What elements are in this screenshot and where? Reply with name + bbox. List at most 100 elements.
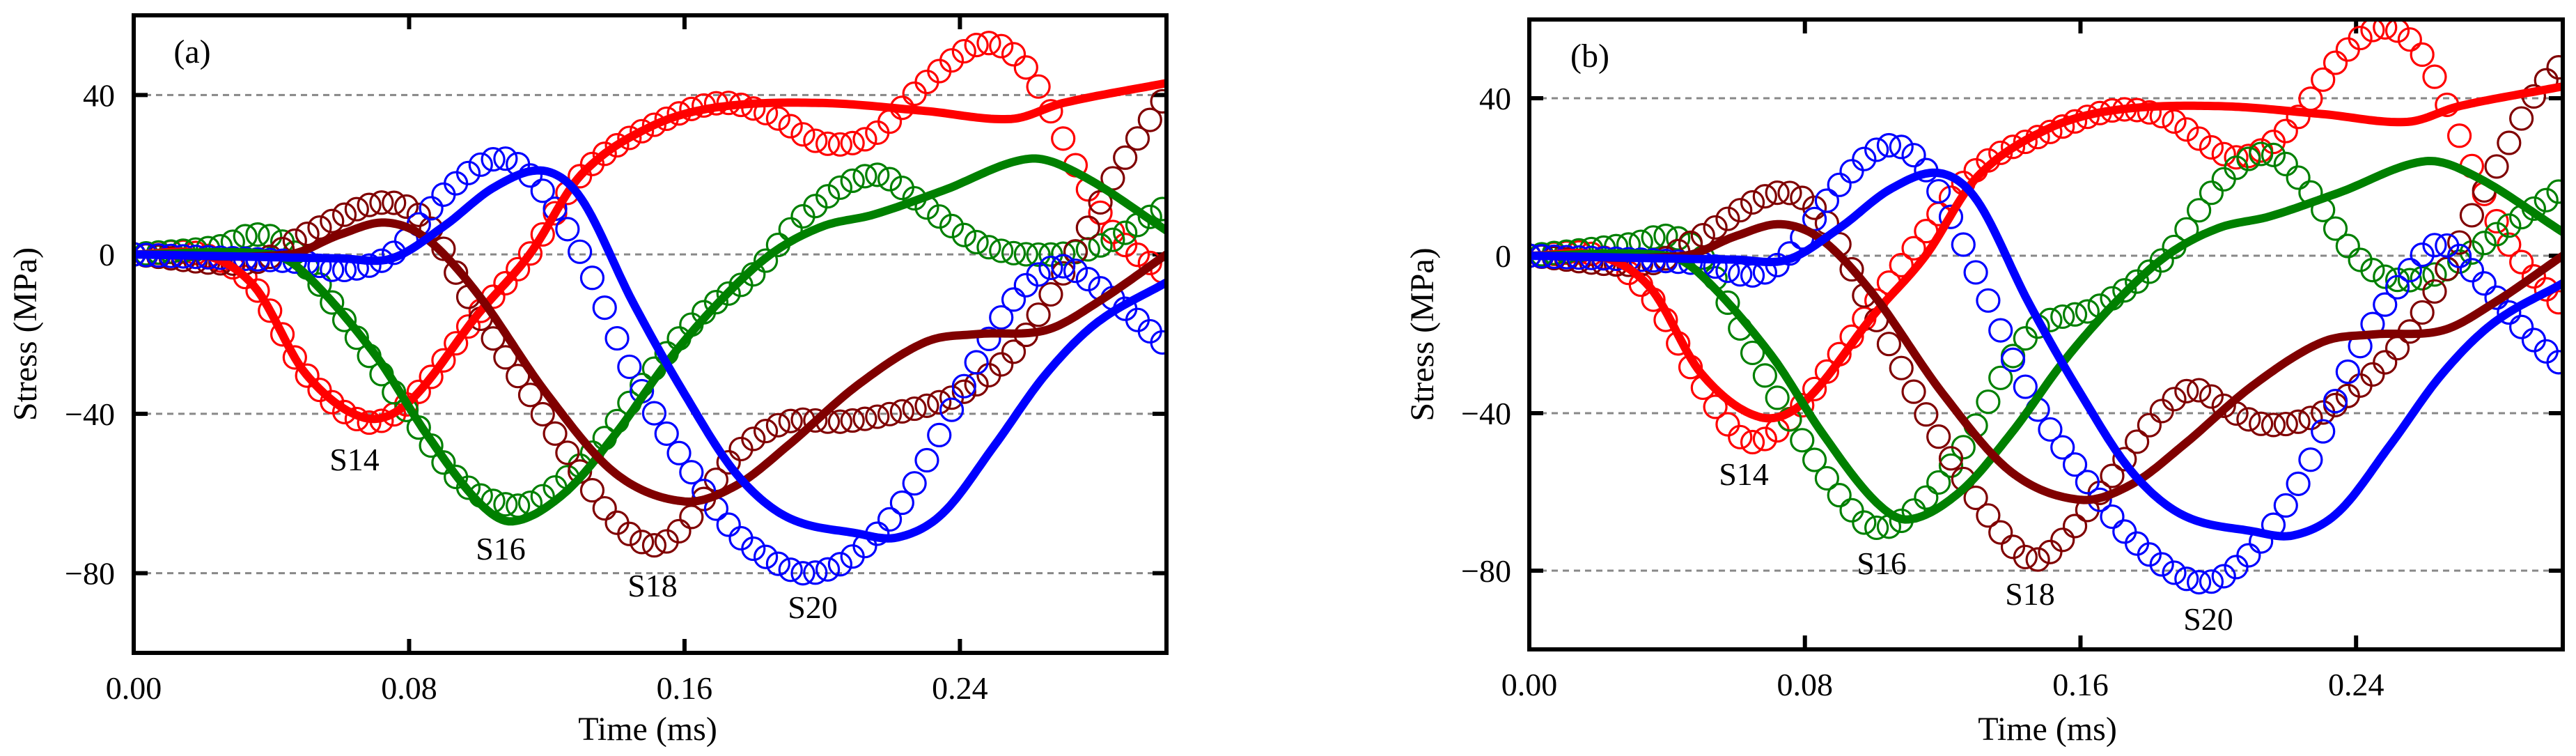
data-point [2534,187,2559,213]
data-point [2311,67,2336,92]
data-point [927,422,952,447]
data-point [1715,206,1740,231]
data-point [2497,130,2522,155]
data-point [1703,215,1728,240]
data-point [2013,325,2038,351]
data-point [1051,241,1076,266]
data-point [1728,198,1753,223]
data-point [1790,393,1815,418]
data-point [1864,137,1889,162]
data-point [2273,151,2298,177]
data-point [2062,452,2088,477]
data-point [1864,515,1889,541]
data-point [2199,569,2224,594]
data-point [1075,266,1100,292]
data-point [2335,233,2360,259]
annotation-s18: S18 [2005,576,2055,612]
data-point [989,238,1014,263]
data-point [2546,55,2563,80]
data-point [1088,190,1113,215]
series-s18-line [1529,219,2563,504]
data-point [2187,569,2212,595]
data-point [1001,339,1027,364]
data-point [1088,200,1113,225]
data-point [2100,504,2125,530]
data-point [506,256,531,281]
data-point [1740,340,1765,366]
data-point [1740,190,1765,215]
data-point [2236,146,2261,171]
data-point [2199,384,2224,409]
data-point [2447,123,2472,148]
data-point [1715,412,1740,437]
data-point [1001,287,1027,312]
data-point [753,419,779,444]
data-point [2273,493,2298,518]
data-point [939,48,965,73]
data-point [803,194,828,219]
data-point [1988,365,2013,390]
data-point [1038,255,1063,281]
data-point [2038,539,2063,564]
data-point [1075,215,1100,240]
annotation-s16: S16 [1857,546,1907,581]
data-point [2187,198,2212,223]
data-point [2050,304,2075,330]
data-point [455,160,481,185]
data-point [2384,336,2410,361]
data-point [803,408,828,433]
data-point [2124,269,2150,294]
data-point [827,132,852,157]
data-point [1901,236,1926,261]
data-point [989,352,1014,377]
data-point [1976,389,2001,415]
data-point [555,440,580,465]
data-point [2174,378,2199,403]
data-point [344,196,369,222]
data-point [877,507,903,532]
data-point [914,393,939,418]
data-point [840,130,865,155]
data-point [2112,278,2137,303]
data-point [530,222,555,247]
data-point [1814,465,1839,491]
data-point [2410,242,2435,268]
data-point [1901,143,1926,168]
data-point [1926,424,1951,449]
annotation-s18: S18 [627,568,678,603]
data-point [2323,50,2348,75]
data-point [741,536,766,562]
data-point [2249,141,2274,167]
data-point [790,122,815,147]
data-point [939,213,965,238]
data-point [1715,290,1740,316]
data-point [765,106,790,131]
data-point [914,447,939,473]
data-point [1852,146,1877,171]
data-point [604,325,630,351]
x-tick-label: 0.24 [932,670,988,706]
data-point [2211,167,2236,192]
data-point [2149,552,2174,577]
data-point [666,518,692,543]
data-point [1026,74,1051,99]
data-point [1137,107,1162,132]
data-point [406,379,431,404]
data-point [233,264,258,290]
data-point [778,557,803,583]
data-point [951,373,976,399]
series-s16-circles [1529,141,2563,541]
plot-frame [1527,17,2565,651]
y-axis-title: Stress (MPa) [7,247,44,421]
data-point [2422,262,2447,287]
data-point [2484,222,2509,247]
data-point [2546,350,2563,375]
y-tick-label: 0 [1495,238,1511,274]
data-point [579,265,605,291]
y-tick-label: 40 [83,77,115,113]
data-point [1038,281,1063,307]
y-axis-title: Stress (MPa) [1404,247,1441,421]
data-point [2187,126,2212,151]
data-point [258,224,283,249]
data-point [1063,239,1088,264]
